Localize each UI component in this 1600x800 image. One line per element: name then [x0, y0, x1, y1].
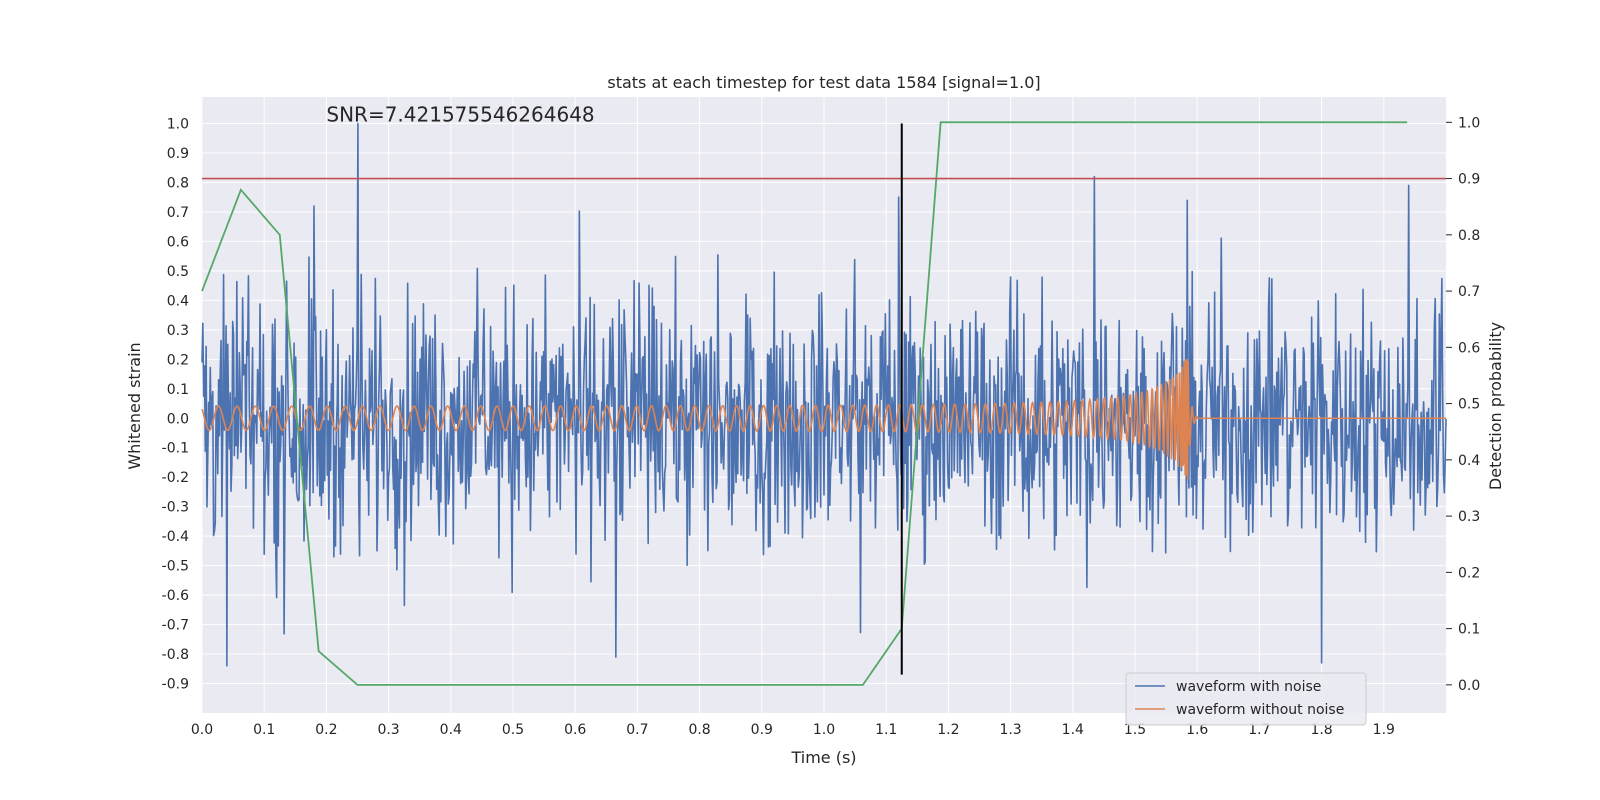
axes-layer: 0.0 0.1 0.2 0.3 0.4 0.5 0.6 0.7 0.8 0.9 1.0 1.1 1.2 1…	[162, 115, 1481, 738]
legend-label-noise: waveform with noise	[1176, 679, 1321, 695]
x-tick-label: 0.8	[688, 722, 710, 738]
x-tick-label: 1.6	[1186, 722, 1208, 738]
chart-title: stats at each timestep for test data 158…	[607, 73, 1040, 92]
x-tick-label: 0.9	[751, 722, 773, 738]
y-left-tick-label: -0.1	[162, 441, 189, 457]
x-tick-label: 1.8	[1310, 722, 1332, 738]
data-layer	[201, 121, 1447, 686]
y-left-tick-label: -0.2	[162, 470, 189, 486]
y-axis-left-label: Whitened strain	[125, 342, 144, 469]
y-left-tick-label: 1.0	[167, 117, 189, 133]
y-left-tick-label: -0.6	[162, 588, 189, 604]
y-left-tick-label: 0.3	[167, 323, 189, 339]
series-waveform-with-noise	[201, 122, 1447, 667]
x-tick-label: 1.3	[999, 722, 1021, 738]
y-left-tick-label: -0.4	[162, 529, 189, 545]
x-tick-label: 1.1	[875, 722, 897, 738]
y-left-tick-label: 0.5	[167, 264, 189, 280]
y-right-tick-label: 0.2	[1458, 565, 1480, 581]
x-tick-label: 1.0	[813, 722, 835, 738]
y-left-tick-label: 0.8	[167, 175, 189, 191]
y-left-tick-label: 0.9	[167, 146, 189, 162]
y-left-tick-label: -0.5	[162, 559, 189, 575]
x-tick-label: 1.4	[1062, 722, 1084, 738]
y-left-tick-label: -0.8	[162, 647, 189, 663]
y-left-tick-label: 0.0	[167, 411, 189, 427]
x-axis-label: Time (s)	[790, 748, 856, 767]
x-tick-label: 0.5	[502, 722, 524, 738]
series-detection-probability	[201, 121, 1408, 686]
y-left-tick-label: 0.1	[167, 382, 189, 398]
y-axis-right-label: Detection probability	[1486, 322, 1505, 490]
legend-label-clean: waveform without noise	[1176, 702, 1344, 718]
x-tick-label: 0.1	[253, 722, 275, 738]
x-tick-label: 1.5	[1124, 722, 1146, 738]
x-tick-label: 1.7	[1248, 722, 1270, 738]
x-tick-label: 0.2	[315, 722, 337, 738]
y-left-tick-label: 0.4	[167, 293, 189, 309]
x-tick-label: 0.0	[191, 722, 213, 738]
y-right-tick-label: 0.5	[1458, 397, 1480, 413]
y-left-tick-label: -0.9	[162, 677, 189, 693]
x-tick-label: 0.3	[377, 722, 399, 738]
y-right-tick-label: 0.1	[1458, 622, 1480, 638]
series-waveform-without-noise	[201, 358, 1446, 480]
y-right-tick-label: 1.0	[1458, 115, 1480, 131]
legend: waveform with noise waveform without noi…	[1125, 672, 1367, 726]
y-left-tick-label: -0.3	[162, 500, 189, 516]
y-right-tick-label: 0.9	[1458, 172, 1480, 188]
y-left-tick-label: 0.7	[167, 205, 189, 221]
y-left-tick-label: 0.6	[167, 234, 189, 250]
snr-annotation: SNR=7.421575546264648	[326, 103, 594, 127]
y-left-tick-label: -0.7	[162, 618, 189, 634]
legend-box	[1125, 672, 1367, 726]
y-right-tick-label: 0.4	[1458, 453, 1480, 469]
y-right-tick-label: 0.7	[1458, 284, 1480, 300]
y-right-tick-label: 0.0	[1458, 678, 1480, 694]
y-left-tick-label: 0.2	[167, 352, 189, 368]
x-tick-label: 1.9	[1373, 722, 1395, 738]
x-tick-label: 1.2	[937, 722, 959, 738]
y-right-tick-label: 0.3	[1458, 509, 1480, 525]
y-right-tick-label: 0.6	[1458, 340, 1480, 356]
x-tick-label: 0.6	[564, 722, 586, 738]
x-tick-label: 0.4	[440, 722, 462, 738]
y-right-tick-label: 0.8	[1458, 228, 1480, 244]
x-tick-label: 0.7	[626, 722, 648, 738]
